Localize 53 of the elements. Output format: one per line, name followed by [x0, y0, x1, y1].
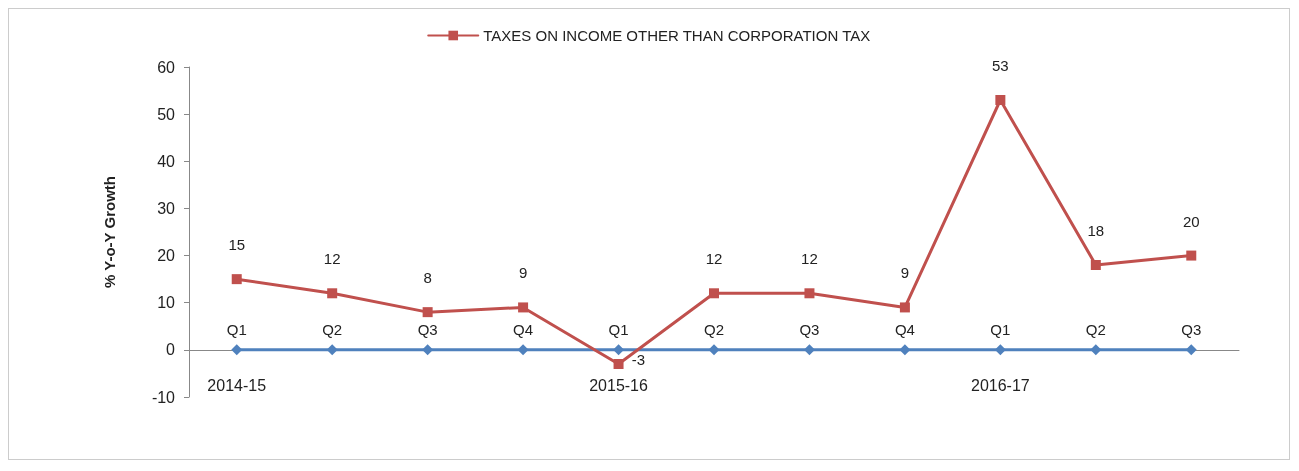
- data-label: -3: [631, 351, 646, 368]
- x-tick-label: Q2: [322, 321, 343, 338]
- point: [899, 344, 911, 356]
- y-tick-label: 20: [157, 247, 176, 265]
- y-tick-label: 60: [157, 58, 176, 76]
- annotation: 2014-15: [207, 376, 267, 394]
- point: [231, 344, 243, 356]
- point: [327, 288, 338, 299]
- point: [231, 274, 242, 285]
- y-tick-label: 40: [157, 152, 176, 170]
- point: [1186, 250, 1197, 261]
- data-label: 20: [1182, 212, 1200, 230]
- y-tick-label: 50: [157, 105, 176, 123]
- point: [422, 307, 433, 318]
- x-tick-label: Q3: [417, 321, 438, 338]
- data-label: 9: [900, 264, 910, 282]
- point: [1090, 344, 1102, 356]
- point: [804, 288, 815, 299]
- point: [1090, 260, 1101, 270]
- data-label: 9: [518, 264, 528, 282]
- data-label: 15: [228, 236, 246, 254]
- point: [518, 302, 529, 313]
- y-tick-label: 10: [157, 294, 176, 312]
- x-tick-label: Q3: [799, 321, 820, 338]
- point: [1185, 344, 1197, 356]
- point: [995, 95, 1006, 105]
- x-tick-label: Q1: [226, 321, 247, 338]
- annotation: 2015-16: [589, 376, 649, 394]
- annotation: 2016-17: [971, 376, 1030, 394]
- point: [709, 288, 719, 299]
- data-label: 53: [992, 57, 1009, 74]
- data-label: 12: [323, 250, 341, 268]
- x-tick-label: Q4: [513, 321, 534, 338]
- point: [517, 344, 529, 356]
- x-tick-label: Q1: [608, 321, 629, 338]
- point: [708, 344, 720, 356]
- x-tick-label: Q4: [894, 321, 915, 338]
- x-tick-label: Q1: [990, 321, 1011, 338]
- data-label: 18: [1087, 222, 1105, 239]
- point: [613, 359, 624, 369]
- y-tick-label: 0: [166, 341, 176, 359]
- data-label: 8: [423, 269, 432, 287]
- x-tick-label: Q2: [703, 321, 725, 338]
- point: [326, 344, 338, 356]
- x-tick-label: Q3: [1181, 321, 1202, 338]
- x-tick-label: Q2: [1085, 321, 1106, 338]
- y-tick-label: -10: [151, 388, 176, 406]
- data-label: 12: [801, 250, 818, 268]
- data-label: 12: [705, 250, 723, 268]
- legend-label: TAXES ON INCOME OTHER THAN CORPORATION TAX: [483, 27, 871, 44]
- y-axis-title: % Y-o-Y Growth: [101, 176, 118, 288]
- point: [899, 302, 910, 313]
- y-tick-label: 30: [157, 199, 176, 217]
